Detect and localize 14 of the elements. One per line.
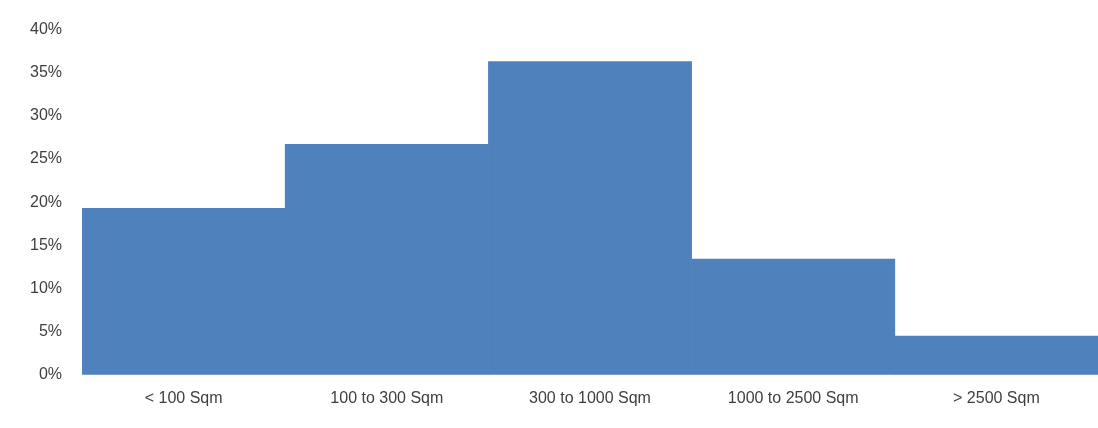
y-tick-label: 15% xyxy=(29,235,63,253)
y-tick-label: 40% xyxy=(29,20,63,38)
x-tick-label: 100 to 300 Sqm xyxy=(330,388,444,406)
y-tick-label: 30% xyxy=(29,106,63,124)
x-tick-label: 300 to 1000 Sqm xyxy=(529,388,651,406)
x-tick-label: > 2500 Sqm xyxy=(953,388,1040,406)
y-tick-label: 20% xyxy=(29,192,63,210)
y-tick-label: 25% xyxy=(29,149,63,167)
x-tick-label: 1000 to 2500 Sqm xyxy=(727,388,859,406)
x-tick-label: < 100 Sqm xyxy=(144,388,223,406)
y-tick-label: 35% xyxy=(29,63,63,81)
y-tick-label: 10% xyxy=(29,278,63,296)
y-tick-label: 0% xyxy=(38,365,63,383)
y-tick-label: 5% xyxy=(38,322,63,340)
